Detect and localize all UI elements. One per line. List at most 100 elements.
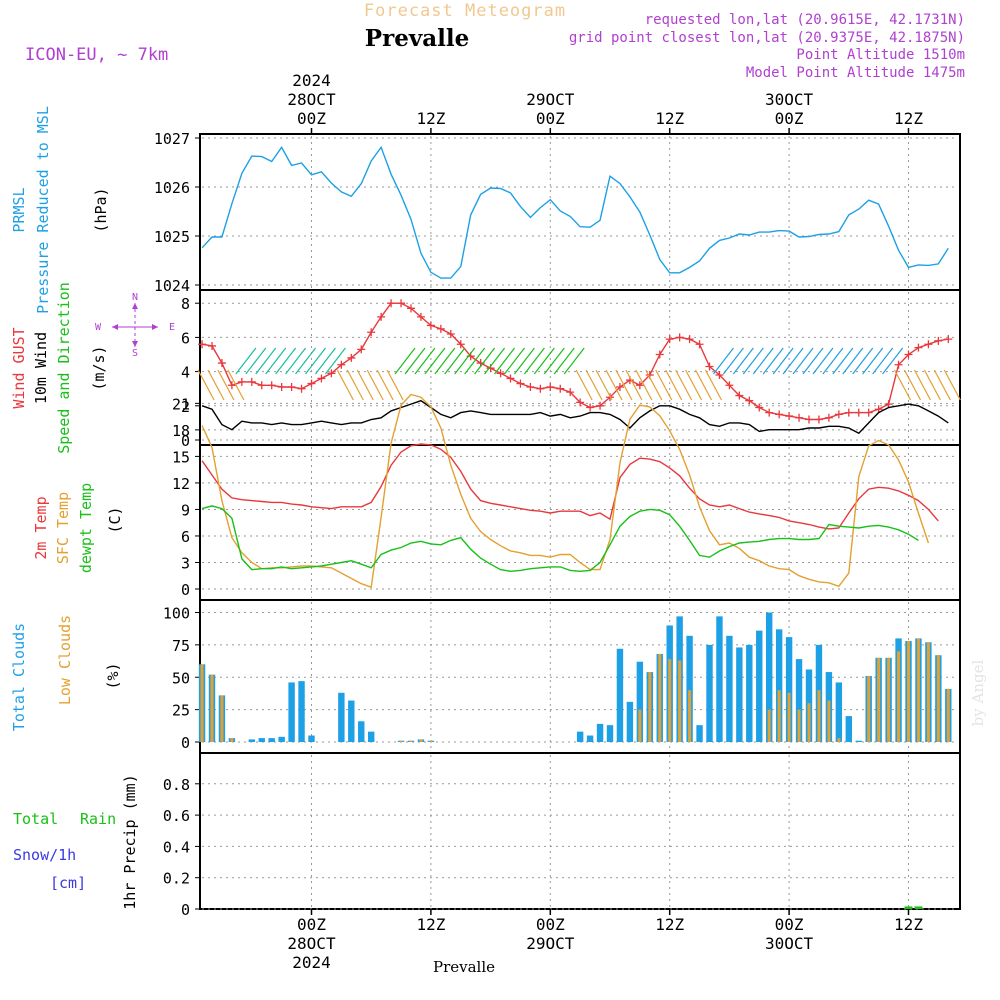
cloud-bar-total	[636, 661, 644, 742]
gust-point	[377, 312, 386, 321]
y-tick-label: 15	[172, 448, 190, 466]
y-tick-label: 25	[172, 702, 190, 720]
cloud-bar-total	[288, 682, 295, 742]
precip-unit: 1hr Precip (mm)	[121, 774, 139, 909]
top-time-label: 00Z	[297, 109, 326, 128]
y-tick-label: 0	[181, 432, 190, 450]
cloud-bar-low	[419, 739, 423, 742]
gust-point	[775, 410, 784, 419]
gust-point	[735, 391, 744, 400]
cloud-bar-low	[907, 640, 910, 742]
wind-arrow	[424, 347, 446, 375]
y-tick-label: 6	[181, 528, 190, 546]
wind-arrow	[832, 347, 854, 375]
gust-point	[247, 377, 256, 386]
wind-arrow	[665, 369, 683, 401]
wind-arrow	[414, 347, 436, 375]
gust-point	[217, 359, 226, 368]
wind-10m-label: 10m Wind	[32, 332, 50, 404]
gust-point	[685, 335, 694, 344]
cloud-bar-total	[726, 635, 733, 742]
gust-point	[596, 401, 605, 410]
wind-arrow	[822, 347, 844, 375]
gust-point	[208, 341, 216, 350]
wind-arrow	[575, 369, 593, 401]
series-line-10m	[201, 399, 949, 435]
compass-s: S	[132, 348, 138, 359]
cloud-bar-total	[795, 659, 803, 742]
wind-arrow	[772, 347, 794, 375]
wind-arrow	[943, 369, 961, 401]
cloud-bar-low	[787, 692, 791, 742]
wind-arrow	[675, 369, 693, 401]
cloud-bar-low	[936, 655, 940, 742]
low-clouds-label: Low Clouds	[56, 615, 74, 705]
cloud-bar-total	[756, 630, 763, 742]
wind-arrow	[655, 369, 673, 401]
bottom-time-label: 00Z	[536, 915, 565, 934]
gust-point	[695, 340, 704, 349]
top-time-label: 28OCT	[287, 90, 336, 109]
chart-panels: 1024 1025 1026 1027 0 2 4 6 8 0 3 6 9 12 15 18 21 0 25 50 75…	[154, 130, 961, 919]
wind-arrow	[533, 347, 555, 375]
cloud-bar-total	[338, 692, 345, 742]
gust-point	[397, 299, 406, 308]
cloud-bar-low	[220, 695, 224, 742]
gust-point	[834, 410, 843, 419]
wind-arrow	[245, 347, 267, 375]
cloud-bar-total	[298, 681, 305, 742]
wind-arrow	[346, 369, 364, 401]
compass-rose: N S W E	[95, 292, 175, 359]
wind-unit: (m/s)	[90, 345, 108, 390]
wind-arrow	[762, 347, 784, 375]
pressure-unit: (hPa)	[92, 187, 110, 232]
gust-point	[287, 382, 296, 391]
wind-arrow	[454, 347, 476, 375]
point-altitude: Point Altitude 1510m	[796, 47, 965, 63]
wind-arrow	[394, 347, 416, 375]
gust-point	[516, 379, 525, 388]
cloud-bar-low	[827, 700, 831, 742]
chart-marks	[197, 145, 961, 909]
temp-unit: (C)	[106, 506, 124, 533]
panel-precip: 0 0.2 0.4 0.6 0.8	[163, 752, 961, 919]
y-tick-label: 18	[172, 422, 190, 440]
wind-arrow	[356, 369, 374, 401]
top-time-label: 29OCT	[526, 90, 575, 109]
wind-arrow	[265, 347, 287, 375]
top-time-label: 12Z	[416, 109, 445, 128]
cloud-bar-total	[626, 701, 634, 742]
gust-point	[546, 382, 555, 391]
top-time-label: 12Z	[894, 109, 923, 128]
cloud-bar-low	[648, 672, 652, 742]
cloud-bar-total	[746, 644, 753, 742]
gust-point	[675, 333, 684, 342]
wind-arrow	[615, 369, 633, 401]
gust-point	[227, 381, 236, 390]
cloud-bar-low	[429, 740, 433, 742]
wind-arrow	[217, 369, 235, 401]
gust-point	[496, 369, 505, 378]
wind-arrow	[792, 347, 814, 375]
gust-point	[456, 340, 465, 349]
y-tick-label: 75	[172, 637, 190, 655]
total-clouds-label: Total Clouds	[10, 623, 28, 731]
cloud-bar-total	[716, 616, 723, 742]
gust-point	[635, 381, 644, 390]
gust-point	[387, 299, 396, 308]
cloud-bar-low	[688, 690, 692, 742]
wind-arrow	[782, 347, 804, 375]
gust-point	[586, 403, 595, 412]
grid-point-coords: grid point closest lon,lat (20.9375E, 42…	[569, 30, 965, 46]
wind-arrow	[336, 369, 354, 401]
wind-arrow	[712, 347, 734, 375]
snow-unit-label: [cm]	[50, 874, 86, 892]
wind-arrow	[913, 369, 931, 401]
pressure-label-msl: Pressure Reduced to MSL	[34, 106, 52, 314]
cloud-bar-total	[785, 637, 793, 742]
wind-arrow	[444, 347, 466, 375]
bottom-time-label: 12Z	[655, 915, 684, 934]
cloud-bar-low	[807, 703, 811, 742]
series-line-sfc-temp	[201, 393, 930, 589]
chart-subtitle: Forecast Meteogram	[364, 1, 566, 21]
